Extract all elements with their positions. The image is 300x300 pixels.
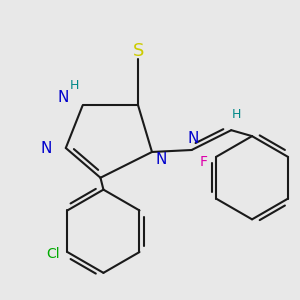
Text: H: H bbox=[232, 108, 241, 121]
Text: Cl: Cl bbox=[46, 247, 59, 261]
Text: H: H bbox=[70, 79, 80, 92]
Text: N: N bbox=[188, 130, 199, 146]
Text: N: N bbox=[57, 90, 69, 105]
Text: N: N bbox=[156, 152, 167, 167]
Text: S: S bbox=[132, 42, 144, 60]
Text: F: F bbox=[200, 155, 208, 169]
Text: N: N bbox=[40, 140, 52, 155]
